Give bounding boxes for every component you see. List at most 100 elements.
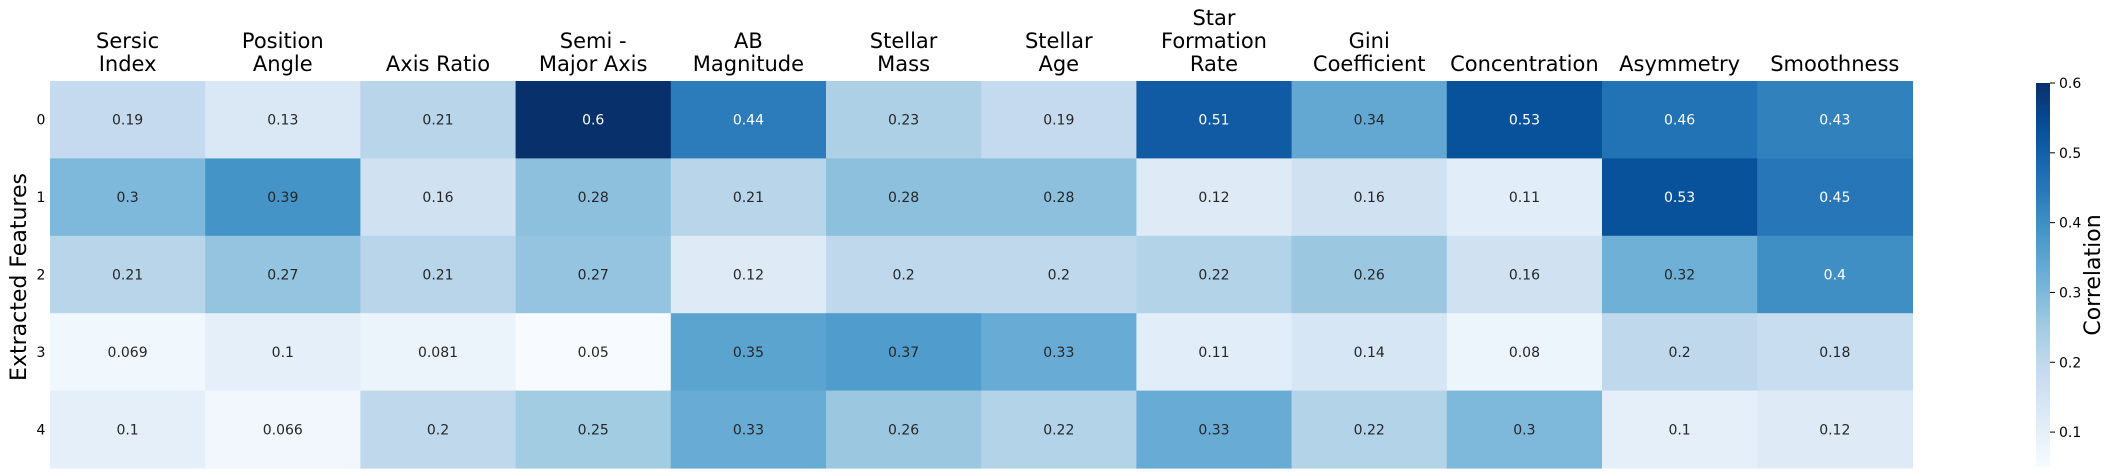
cell-value-label: 0.21 bbox=[733, 190, 764, 206]
cell-value-label: 0.33 bbox=[733, 422, 764, 438]
cell-value-label: 0.2 bbox=[427, 422, 449, 438]
heatmap-cell bbox=[360, 390, 517, 469]
cell-value-label: 0.14 bbox=[1354, 345, 1385, 361]
cell-value-label: 0.22 bbox=[1354, 422, 1385, 438]
heatmap-cell bbox=[515, 158, 672, 237]
heatmap-cell bbox=[670, 235, 827, 314]
cell-value-label: 0.27 bbox=[267, 268, 298, 284]
heatmap-cell bbox=[515, 390, 672, 469]
column-label: Asymmetry bbox=[1619, 52, 1740, 76]
heatmap-cell bbox=[515, 81, 672, 159]
cell-value-label: 0.23 bbox=[888, 113, 919, 129]
heatmap-cell bbox=[205, 158, 361, 237]
heatmap-cell bbox=[1602, 81, 1758, 159]
cell-value-label: 0.13 bbox=[267, 113, 298, 129]
cell-value-label: 0.43 bbox=[1819, 113, 1850, 129]
heatmap-cell bbox=[205, 235, 361, 314]
cell-value-label: 0.05 bbox=[578, 345, 609, 361]
heatmap-cell bbox=[1446, 81, 1603, 159]
cell-value-label: 0.33 bbox=[1043, 345, 1074, 361]
heatmap-cell bbox=[1291, 313, 1448, 392]
row-label: 0 bbox=[37, 113, 46, 129]
column-label: Concentration bbox=[1450, 52, 1599, 76]
colorbar-title: Correlation bbox=[2081, 214, 2106, 335]
column-label: Star bbox=[1192, 6, 1235, 30]
heatmap-cell bbox=[1136, 313, 1293, 392]
heatmap-cell bbox=[515, 235, 672, 314]
heatmap-cell bbox=[1757, 158, 1913, 237]
heatmap-cell bbox=[360, 313, 517, 392]
row-label: 4 bbox=[37, 422, 46, 438]
column-label: Magnitude bbox=[693, 52, 804, 76]
heatmap-cell bbox=[1291, 390, 1448, 469]
cell-value-label: 0.53 bbox=[1509, 113, 1540, 129]
cell-value-label: 0.39 bbox=[267, 190, 298, 206]
cell-value-label: 0.3 bbox=[1513, 422, 1535, 438]
heatmap-cell bbox=[1136, 390, 1293, 469]
heatmap-cell bbox=[826, 81, 982, 159]
heatmap-cell bbox=[670, 313, 827, 392]
row-label: 3 bbox=[37, 345, 46, 361]
heatmap-cell bbox=[1602, 235, 1758, 314]
heatmap-cell bbox=[826, 158, 982, 237]
cell-value-label: 0.22 bbox=[1198, 268, 1229, 284]
column-label: Formation bbox=[1161, 29, 1267, 53]
cell-value-label: 0.19 bbox=[1043, 113, 1074, 129]
column-label: Stellar bbox=[1025, 29, 1093, 53]
heatmap-cell bbox=[1602, 313, 1758, 392]
cell-value-label: 0.33 bbox=[1198, 422, 1229, 438]
colorbar-tick-label: 0.3 bbox=[2059, 285, 2081, 301]
colorbar-tick-label: 0.2 bbox=[2059, 355, 2081, 371]
heatmap-cell bbox=[826, 235, 982, 314]
cell-value-label: 0.069 bbox=[108, 345, 148, 361]
heatmap-cell bbox=[826, 390, 982, 469]
cell-value-label: 0.16 bbox=[422, 190, 453, 206]
column-label: Age bbox=[1038, 52, 1079, 76]
cell-value-label: 0.6 bbox=[582, 113, 604, 129]
heatmap-cell bbox=[50, 235, 206, 314]
heatmap-cell bbox=[670, 390, 827, 469]
cell-value-label: 0.11 bbox=[1509, 190, 1540, 206]
cell-value-label: 0.34 bbox=[1354, 113, 1385, 129]
column-label: AB bbox=[734, 29, 763, 53]
heatmap-cell bbox=[50, 390, 206, 469]
heatmap-cell bbox=[981, 390, 1137, 469]
cell-value-label: 0.16 bbox=[1354, 190, 1385, 206]
cell-value-label: 0.37 bbox=[888, 345, 919, 361]
heatmap-cell bbox=[981, 81, 1137, 159]
column-label: Stellar bbox=[870, 29, 938, 53]
cell-value-label: 0.45 bbox=[1819, 190, 1850, 206]
column-label: Index bbox=[99, 52, 157, 76]
cell-value-label: 0.21 bbox=[422, 113, 453, 129]
heatmap-cells: 0.19 0.13 0.21 0.6 0.44 0.23 0.19 0.51 0.34 0.53 0… bbox=[50, 81, 1913, 469]
heatmap-cell bbox=[1446, 390, 1603, 469]
cell-value-label: 0.35 bbox=[733, 345, 764, 361]
heatmap-cell bbox=[50, 81, 206, 159]
heatmap-cell bbox=[1602, 390, 1758, 469]
cell-value-label: 0.18 bbox=[1819, 345, 1850, 361]
cell-value-label: 0.44 bbox=[733, 113, 764, 129]
colorbar-tick-label: 0.4 bbox=[2059, 216, 2081, 232]
column-label: Axis Ratio bbox=[386, 52, 490, 76]
row-labels: 0 1 2 3 4 bbox=[37, 113, 46, 439]
row-label: 2 bbox=[37, 268, 46, 284]
heatmap-cell bbox=[50, 158, 206, 237]
heatmap-cell bbox=[1446, 313, 1603, 392]
heatmap-cell bbox=[981, 158, 1137, 237]
heatmap-cell bbox=[1757, 313, 1913, 392]
cell-value-label: 0.3 bbox=[116, 190, 138, 206]
cell-value-label: 0.32 bbox=[1664, 268, 1695, 284]
heatmap-cell bbox=[205, 81, 361, 159]
cell-value-label: 0.08 bbox=[1509, 345, 1540, 361]
colorbar bbox=[2036, 83, 2050, 467]
cell-value-label: 0.28 bbox=[1043, 190, 1074, 206]
heatmap-cell bbox=[1446, 235, 1603, 314]
heatmap-cell bbox=[360, 81, 517, 159]
cell-value-label: 0.2 bbox=[1048, 268, 1070, 284]
cell-value-label: 0.22 bbox=[1043, 422, 1074, 438]
column-label: Angle bbox=[253, 52, 313, 76]
colorbar-tick-label: 0.1 bbox=[2059, 425, 2081, 441]
cell-value-label: 0.27 bbox=[578, 268, 609, 284]
